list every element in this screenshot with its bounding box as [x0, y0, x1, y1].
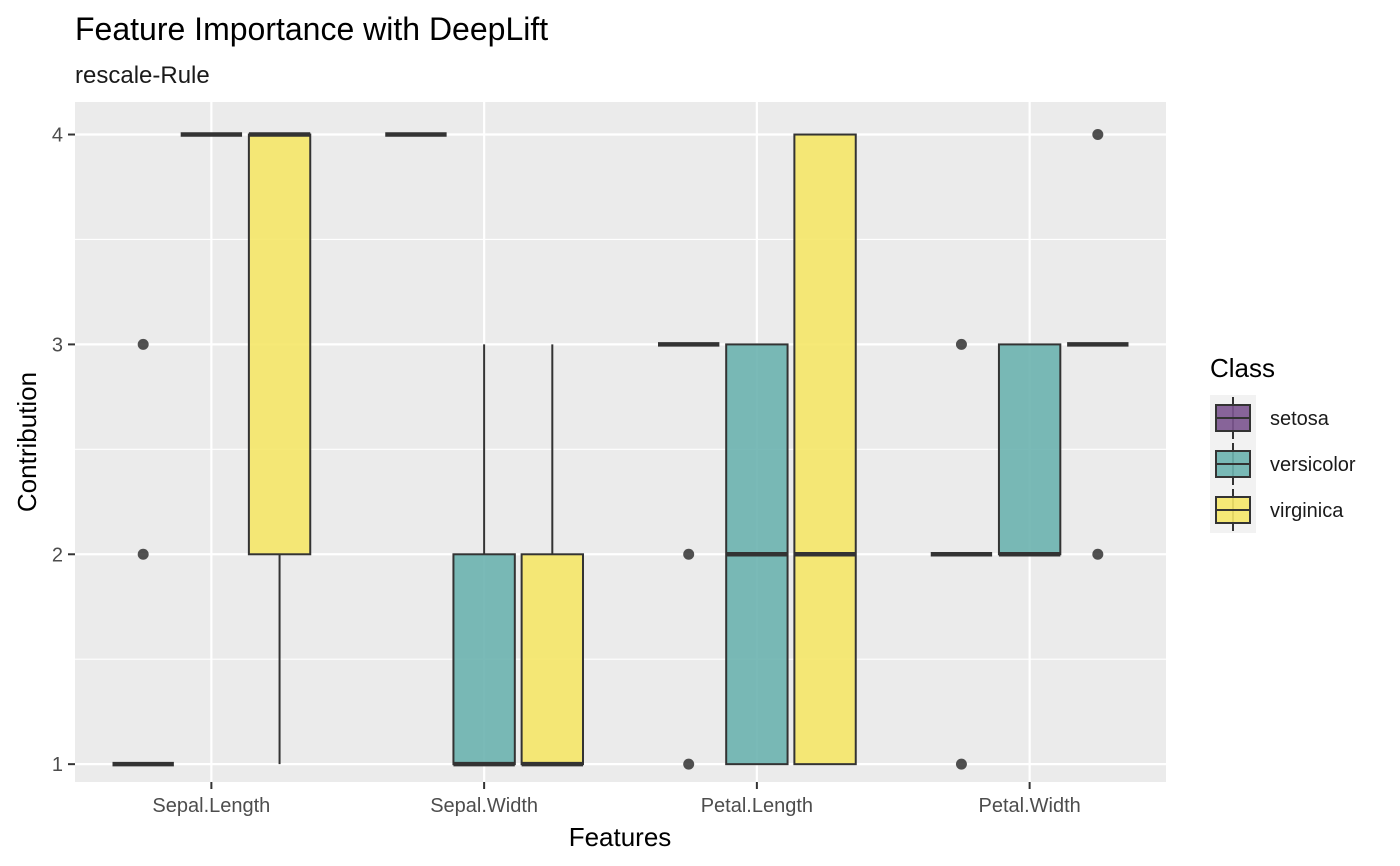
outlier-point: [955, 338, 967, 350]
legend-item-versicolor: versicolor: [1210, 441, 1356, 487]
box-setosa-petal-length: [658, 342, 720, 770]
y-tick-label: 2: [52, 544, 63, 566]
box-virginica-sepal-length: [247, 132, 312, 765]
box-body: [452, 553, 516, 766]
box-versicolor-petal-width: [997, 343, 1062, 557]
outlier-point: [955, 758, 967, 770]
box-virginica-sepal-width: [520, 344, 584, 767]
box-body: [520, 553, 584, 766]
chart-subtitle: rescale-Rule: [75, 62, 210, 89]
box-setosa-sepal-length: [112, 338, 174, 767]
y-tick-label: 4: [52, 125, 63, 147]
outlier-point: [137, 338, 149, 350]
box-setosa-petal-width: [930, 338, 993, 770]
y-axis-title: Contribution: [12, 372, 42, 512]
box-versicolor-sepal-width: [452, 344, 516, 767]
y-axis: 1 2 3 4: [52, 125, 75, 776]
plot-panel: [75, 102, 1166, 782]
legend-item-setosa: setosa: [1210, 395, 1330, 441]
outlier-point: [683, 758, 695, 770]
x-tick-label: Sepal.Width: [430, 795, 538, 817]
legend-item-virginica: virginica: [1210, 487, 1344, 533]
legend-label: versicolor: [1270, 454, 1356, 476]
box-virginica-petal-width: [1067, 129, 1129, 560]
y-tick-label: 3: [52, 334, 63, 356]
chart-title: Feature Importance with DeepLift: [75, 11, 548, 47]
outlier-point: [137, 548, 149, 560]
outlier-point: [1092, 129, 1104, 141]
legend: Class setosa versicolor virginica: [1210, 353, 1356, 533]
x-tick-label: Petal.Width: [978, 795, 1080, 817]
legend-label: virginica: [1270, 500, 1344, 522]
legend-label: setosa: [1270, 408, 1330, 430]
x-tick-label: Petal.Length: [701, 795, 813, 817]
box-body: [247, 133, 312, 556]
x-axis-title: Features: [569, 822, 672, 852]
box-body: [997, 343, 1062, 556]
x-tick-label: Sepal.Length: [152, 795, 270, 817]
box-versicolor-petal-length: [725, 343, 789, 766]
outlier-point: [1092, 548, 1104, 560]
legend-title: Class: [1210, 353, 1275, 383]
y-tick-label: 1: [52, 754, 63, 776]
box-body: [793, 133, 857, 766]
box-virginica-petal-length: [793, 133, 857, 766]
outlier-point: [683, 548, 695, 560]
x-axis: Sepal.Length Sepal.Width Petal.Length Petal…: [152, 782, 1081, 817]
